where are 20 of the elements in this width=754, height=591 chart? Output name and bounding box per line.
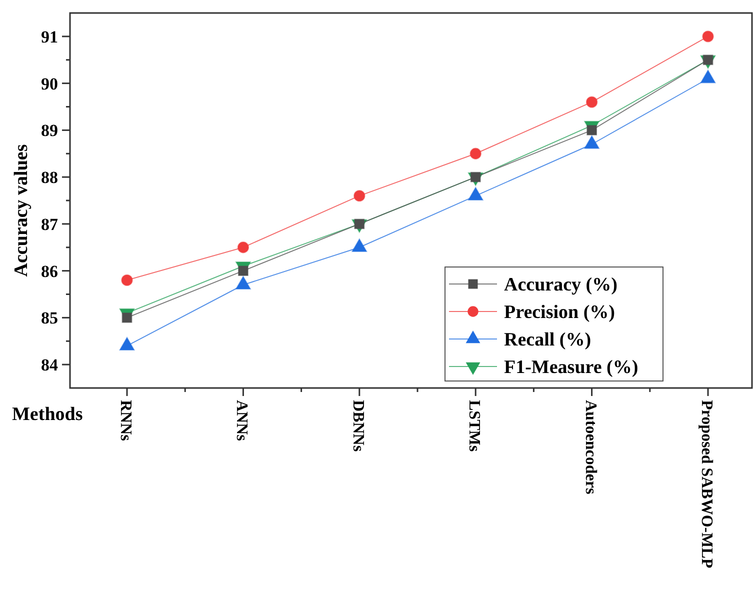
y-tick-label: 89 xyxy=(41,121,58,140)
x-tick-label: ANNs xyxy=(233,400,250,441)
x-tick-label: Autoencoders xyxy=(582,400,599,494)
x-tick-label: DBNNs xyxy=(349,400,366,452)
y-tick-label: 90 xyxy=(41,74,58,94)
y-tick-label: 87 xyxy=(41,214,58,234)
y-tick-label: 91 xyxy=(41,27,58,46)
x-tick-label: RNNs xyxy=(117,400,134,441)
y-tick-label: 88 xyxy=(41,168,58,188)
legend-label: Recall (%) xyxy=(504,330,592,350)
x-axis-title: Methods xyxy=(12,404,83,425)
y-axis-title: Accuracy values xyxy=(11,144,32,277)
y-tick-label: 86 xyxy=(41,262,58,281)
x-tick-label: Proposed SABWO-MLP xyxy=(698,400,715,568)
x-tick-label: LSTMs xyxy=(466,400,483,452)
legend-label: F1-Measure (%) xyxy=(504,357,638,378)
y-tick-label: 84 xyxy=(41,356,58,375)
legend-label: Precision (%) xyxy=(504,302,615,323)
y-tick-label: 85 xyxy=(41,308,58,328)
legend-label: Accuracy (%) xyxy=(504,274,618,296)
